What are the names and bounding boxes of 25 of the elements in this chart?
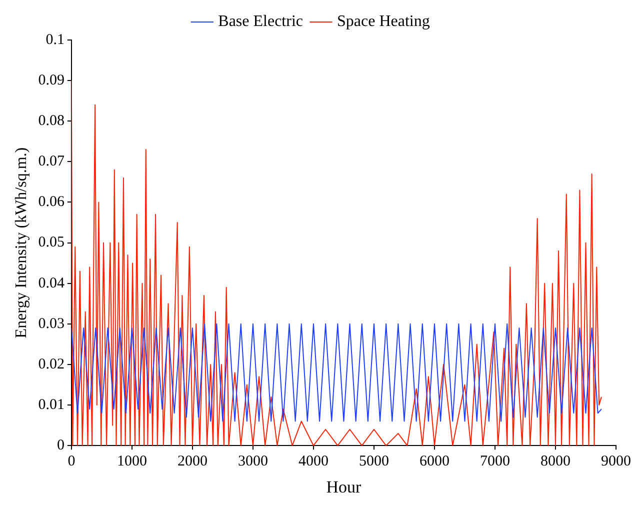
y-tick-label: 0.06 xyxy=(38,194,65,210)
x-tick-label: 8000 xyxy=(540,454,570,470)
y-tick-label: 0.07 xyxy=(38,154,65,170)
x-tick-label: 4000 xyxy=(298,454,328,470)
y-tick-label: 0.1 xyxy=(46,32,64,48)
y-tick-label: 0.08 xyxy=(38,113,64,130)
y-tick-label: 0.01 xyxy=(38,396,64,413)
x-tick-label: 3000 xyxy=(238,454,268,470)
x-tick-label: 6000 xyxy=(419,454,450,470)
x-tick-label: 7000 xyxy=(480,454,510,470)
y-tick-label: 0.09 xyxy=(38,72,64,88)
y-tick-label: 0.04 xyxy=(38,275,65,292)
y-tick-label: 0.02 xyxy=(38,356,64,372)
x-tick-label: 0 xyxy=(68,454,76,470)
legend-label: Space Heating xyxy=(336,13,430,30)
x-tick-label: 2000 xyxy=(177,454,208,470)
y-axis-title: Energy Intensity (kWh/sq.m.) xyxy=(12,147,30,338)
x-axis-title: Hour xyxy=(326,477,362,496)
x-tick-label: 1000 xyxy=(116,454,147,470)
y-tick-label: 0.05 xyxy=(38,234,64,251)
x-tick-label: 5000 xyxy=(358,454,389,470)
x-tick-label: 9000 xyxy=(601,454,631,470)
legend-label: Base Electric xyxy=(218,13,303,30)
y-tick-label: 0.03 xyxy=(38,316,64,332)
y-tick-label: 0 xyxy=(56,438,64,454)
